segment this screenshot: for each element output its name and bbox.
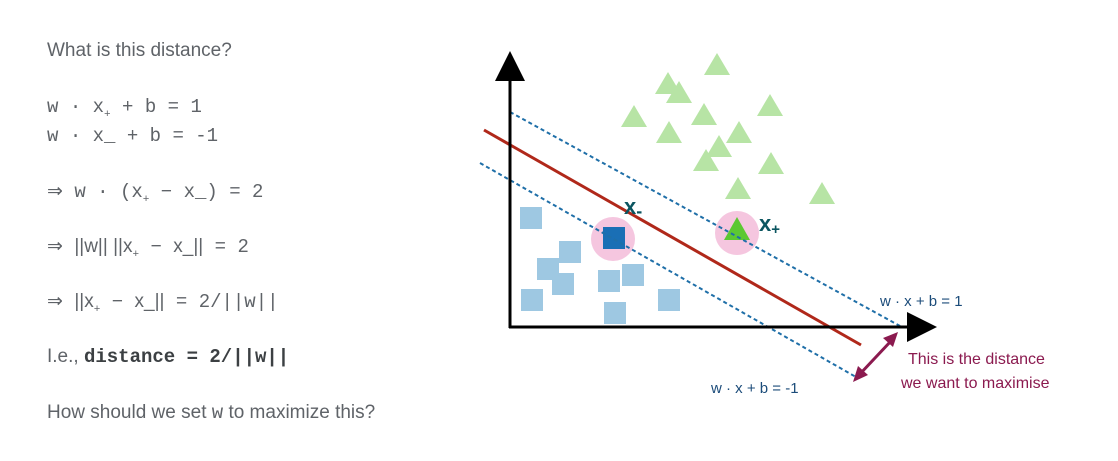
step2-arrow: ⇒ <box>47 236 63 257</box>
eq2-w: w <box>47 125 59 147</box>
step3-minus: − <box>111 291 124 313</box>
triangle-point <box>758 152 784 174</box>
eq2-dot: · <box>69 125 82 147</box>
equation-positive-margin: w · x+ + b = 1 <box>47 96 202 121</box>
negative-class-points <box>520 207 680 324</box>
triangle-point <box>691 103 717 125</box>
eq2-rest: + b = -1 <box>126 125 219 147</box>
square-point <box>598 270 620 292</box>
square-point <box>520 207 542 229</box>
eq1-rest: + b = 1 <box>122 96 202 118</box>
distance-arrow <box>853 332 898 382</box>
closing-question: How should we set w to maximize this? <box>47 402 375 424</box>
derivation-step-2: ⇒ ||w|| ||x+ − x_|| = 2 <box>47 235 249 261</box>
step2-x2: x_|| <box>173 236 204 257</box>
step1-rest: = 2 <box>229 181 264 203</box>
ie-prefix: I.e., <box>47 346 79 367</box>
triangle-point <box>757 94 783 116</box>
step1-minus: − <box>160 181 173 203</box>
derivation-step-1: ⇒ w · (x+ − x_) = 2 <box>47 180 263 206</box>
step3-rest: = 2/||w|| <box>175 291 279 313</box>
square-point <box>552 273 574 295</box>
equation-negative-margin: w · x_ + b = -1 <box>47 125 218 147</box>
closing-w: w <box>211 402 224 424</box>
eq2-sub: _ <box>104 125 116 147</box>
step3-sub: + <box>93 303 101 316</box>
x-plus-label: x+ <box>759 211 780 238</box>
support-vector-square <box>603 227 625 249</box>
eq1-sub: + <box>104 108 111 121</box>
step2-norm: ||w|| ||x <box>74 236 133 257</box>
closing-pre: How should we set <box>47 402 207 423</box>
square-point <box>658 289 680 311</box>
x-minus-label: x- <box>624 194 642 221</box>
step2-rest: = 2 <box>214 236 249 258</box>
eq1-w: w <box>47 96 59 118</box>
step1-open: (x <box>119 181 143 203</box>
closing-post: to maximize this? <box>228 402 376 423</box>
triangle-point <box>621 105 647 127</box>
step3-x2: x_|| <box>134 291 165 312</box>
eq2-x: x <box>92 125 105 147</box>
eq1-x: x <box>92 96 105 118</box>
ie-line: I.e., distance = 2/||w|| <box>47 346 289 368</box>
margin-lower-label: w · x + b = -1 <box>710 380 799 397</box>
triangle-point <box>666 81 692 103</box>
step3-arrow: ⇒ <box>47 291 63 312</box>
step2-sub: + <box>132 248 140 261</box>
margin-upper-label: w · x + b = 1 <box>879 293 963 310</box>
step2-minus: − <box>150 236 162 258</box>
ie-formula: distance = 2/||w|| <box>83 346 290 368</box>
question-text: What is this distance? <box>47 40 232 61</box>
step1-x2: x_) <box>183 181 218 203</box>
step1-w: w <box>74 181 86 203</box>
eq1-dot: · <box>69 96 82 118</box>
decision-boundary-line <box>483 128 862 347</box>
annotation-line-2: we want to maximise <box>900 375 1050 392</box>
square-point <box>559 241 581 263</box>
positive-class-points <box>621 53 835 204</box>
triangle-point <box>706 135 732 157</box>
triangle-point <box>656 121 682 143</box>
step1-sub: + <box>142 193 150 206</box>
triangle-point <box>809 182 835 204</box>
triangle-point <box>726 121 752 143</box>
triangle-point <box>655 72 681 94</box>
square-point <box>622 264 644 286</box>
square-point <box>604 302 626 324</box>
step1-arrow: ⇒ <box>47 181 63 202</box>
derivation-step-3: ⇒ ||x+ − x_|| = 2/||w|| <box>47 290 279 316</box>
margin-line-lower <box>479 162 857 378</box>
step3-norm: ||x <box>74 291 94 312</box>
step1-dot: · <box>97 181 109 203</box>
annotation-line-1: This is the distance <box>908 351 1045 368</box>
support-vector-triangle <box>724 217 750 240</box>
triangle-point <box>725 177 751 199</box>
triangle-point <box>693 149 719 171</box>
square-point <box>521 289 543 311</box>
triangle-point <box>704 53 730 75</box>
